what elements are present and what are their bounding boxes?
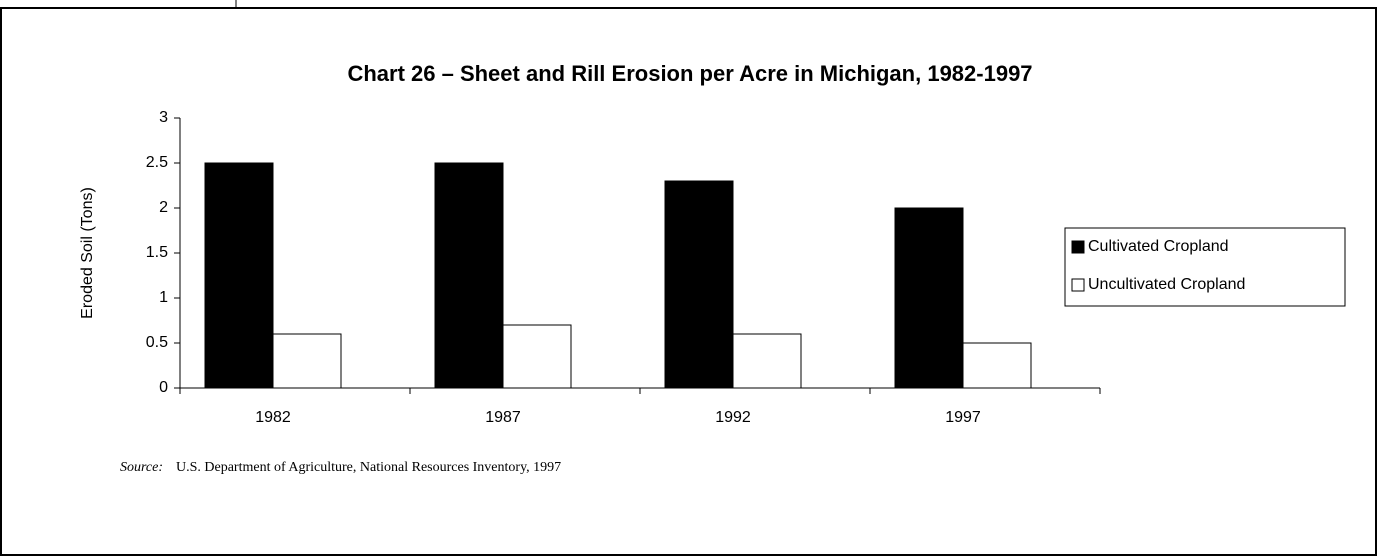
y-tick-label: 2.5 xyxy=(146,154,168,171)
chart-title: Chart 26 – Sheet and Rill Erosion per Ac… xyxy=(347,61,1032,86)
y-tick-label: 1.5 xyxy=(146,244,168,261)
bar xyxy=(272,333,342,389)
x-tick-label: 1997 xyxy=(945,409,981,426)
y-tick-label: 2 xyxy=(159,199,168,216)
y-tick-label: 0.5 xyxy=(146,334,168,351)
source-label: Source: xyxy=(120,460,163,475)
y-tick-label: 0 xyxy=(159,379,168,396)
legend-box xyxy=(1064,227,1346,307)
x-tick-label: 1982 xyxy=(255,409,291,426)
x-tick-label: 1987 xyxy=(485,409,521,426)
y-tick-label: 1 xyxy=(159,289,168,306)
bar xyxy=(732,333,802,389)
x-tick-label: 1992 xyxy=(715,409,751,426)
legend-swatch xyxy=(1071,278,1085,292)
source-text: U.S. Department of Agriculture, National… xyxy=(176,460,561,475)
legend-label: Uncultivated Cropland xyxy=(1088,276,1245,293)
y-axis-label: Eroded Soil (Tons) xyxy=(79,187,96,319)
bar xyxy=(434,162,504,389)
bar xyxy=(664,180,734,389)
bar xyxy=(204,162,274,389)
legend-swatch xyxy=(1071,240,1085,254)
y-tick-label: 3 xyxy=(159,109,168,126)
bar xyxy=(894,207,964,389)
bar xyxy=(962,342,1032,389)
legend-label: Cultivated Cropland xyxy=(1088,238,1229,255)
bar xyxy=(502,324,572,389)
